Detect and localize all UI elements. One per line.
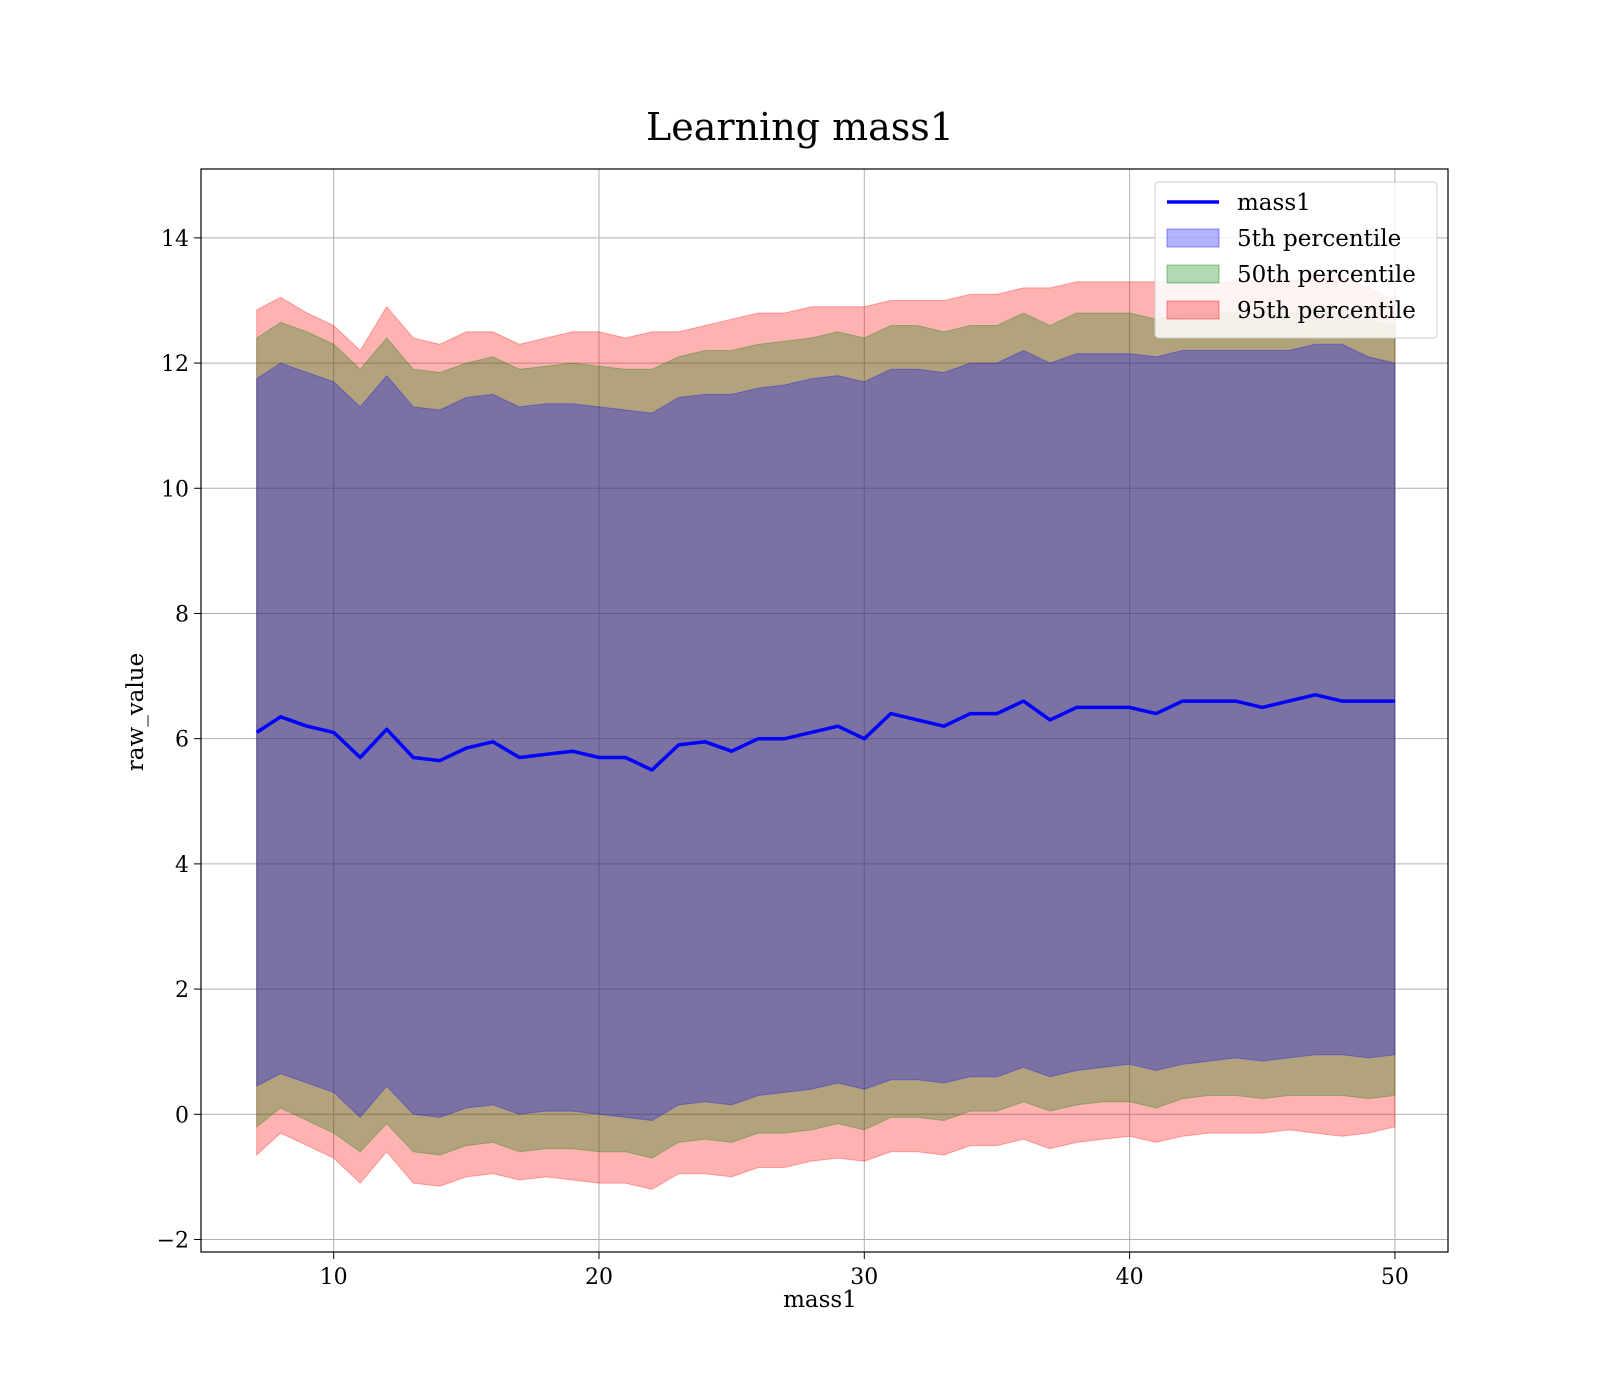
band-5th-percentile xyxy=(256,343,1396,1122)
plot-frame xyxy=(200,168,1449,1253)
x-tick-label: 10 xyxy=(320,1265,348,1290)
legend-label: 50th percentile xyxy=(1237,262,1416,288)
axis-ticks: 10 20 30 40 50 −2 0 2 4 6 8 10 12 14 xyxy=(157,227,1409,1290)
x-tick-label: 40 xyxy=(1116,1265,1144,1290)
y-tick-label: 4 xyxy=(175,853,189,878)
y-tick-label: 12 xyxy=(161,352,189,377)
x-tick-label: 20 xyxy=(585,1265,613,1290)
legend-swatch xyxy=(1166,300,1220,320)
y-axis-label: raw_value xyxy=(123,653,149,771)
x-tick-label: 50 xyxy=(1381,1265,1409,1290)
legend-swatch xyxy=(1166,228,1220,248)
series-lines xyxy=(255,693,1395,772)
legend-label: mass1 xyxy=(1237,190,1311,216)
y-tick-label: −2 xyxy=(157,1228,189,1253)
legend-label: 95th percentile xyxy=(1237,298,1416,324)
chart-title: Learning mass1 xyxy=(646,105,954,149)
band-50th-percentile xyxy=(256,306,1396,1159)
y-tick-label: 6 xyxy=(175,728,189,753)
legend-label: 5th percentile xyxy=(1237,226,1401,252)
y-tick-label: 14 xyxy=(161,227,189,252)
band-95th-percentile xyxy=(256,274,1396,1190)
grid xyxy=(201,169,1448,1252)
series-line-mass1 xyxy=(255,693,1395,772)
legend-swatch xyxy=(1166,264,1220,284)
y-tick-label: 2 xyxy=(175,978,189,1003)
x-axis-label: mass1 xyxy=(783,1287,857,1313)
y-tick-label: 8 xyxy=(175,602,189,627)
x-tick-label: 30 xyxy=(850,1265,878,1290)
y-tick-label: 0 xyxy=(175,1103,189,1128)
legend: mass1 5th percentile 50th percentile 95th p… xyxy=(1154,181,1438,339)
legend-box xyxy=(1154,181,1438,339)
y-tick-label: 10 xyxy=(161,477,189,502)
percentile-bands xyxy=(256,274,1396,1190)
